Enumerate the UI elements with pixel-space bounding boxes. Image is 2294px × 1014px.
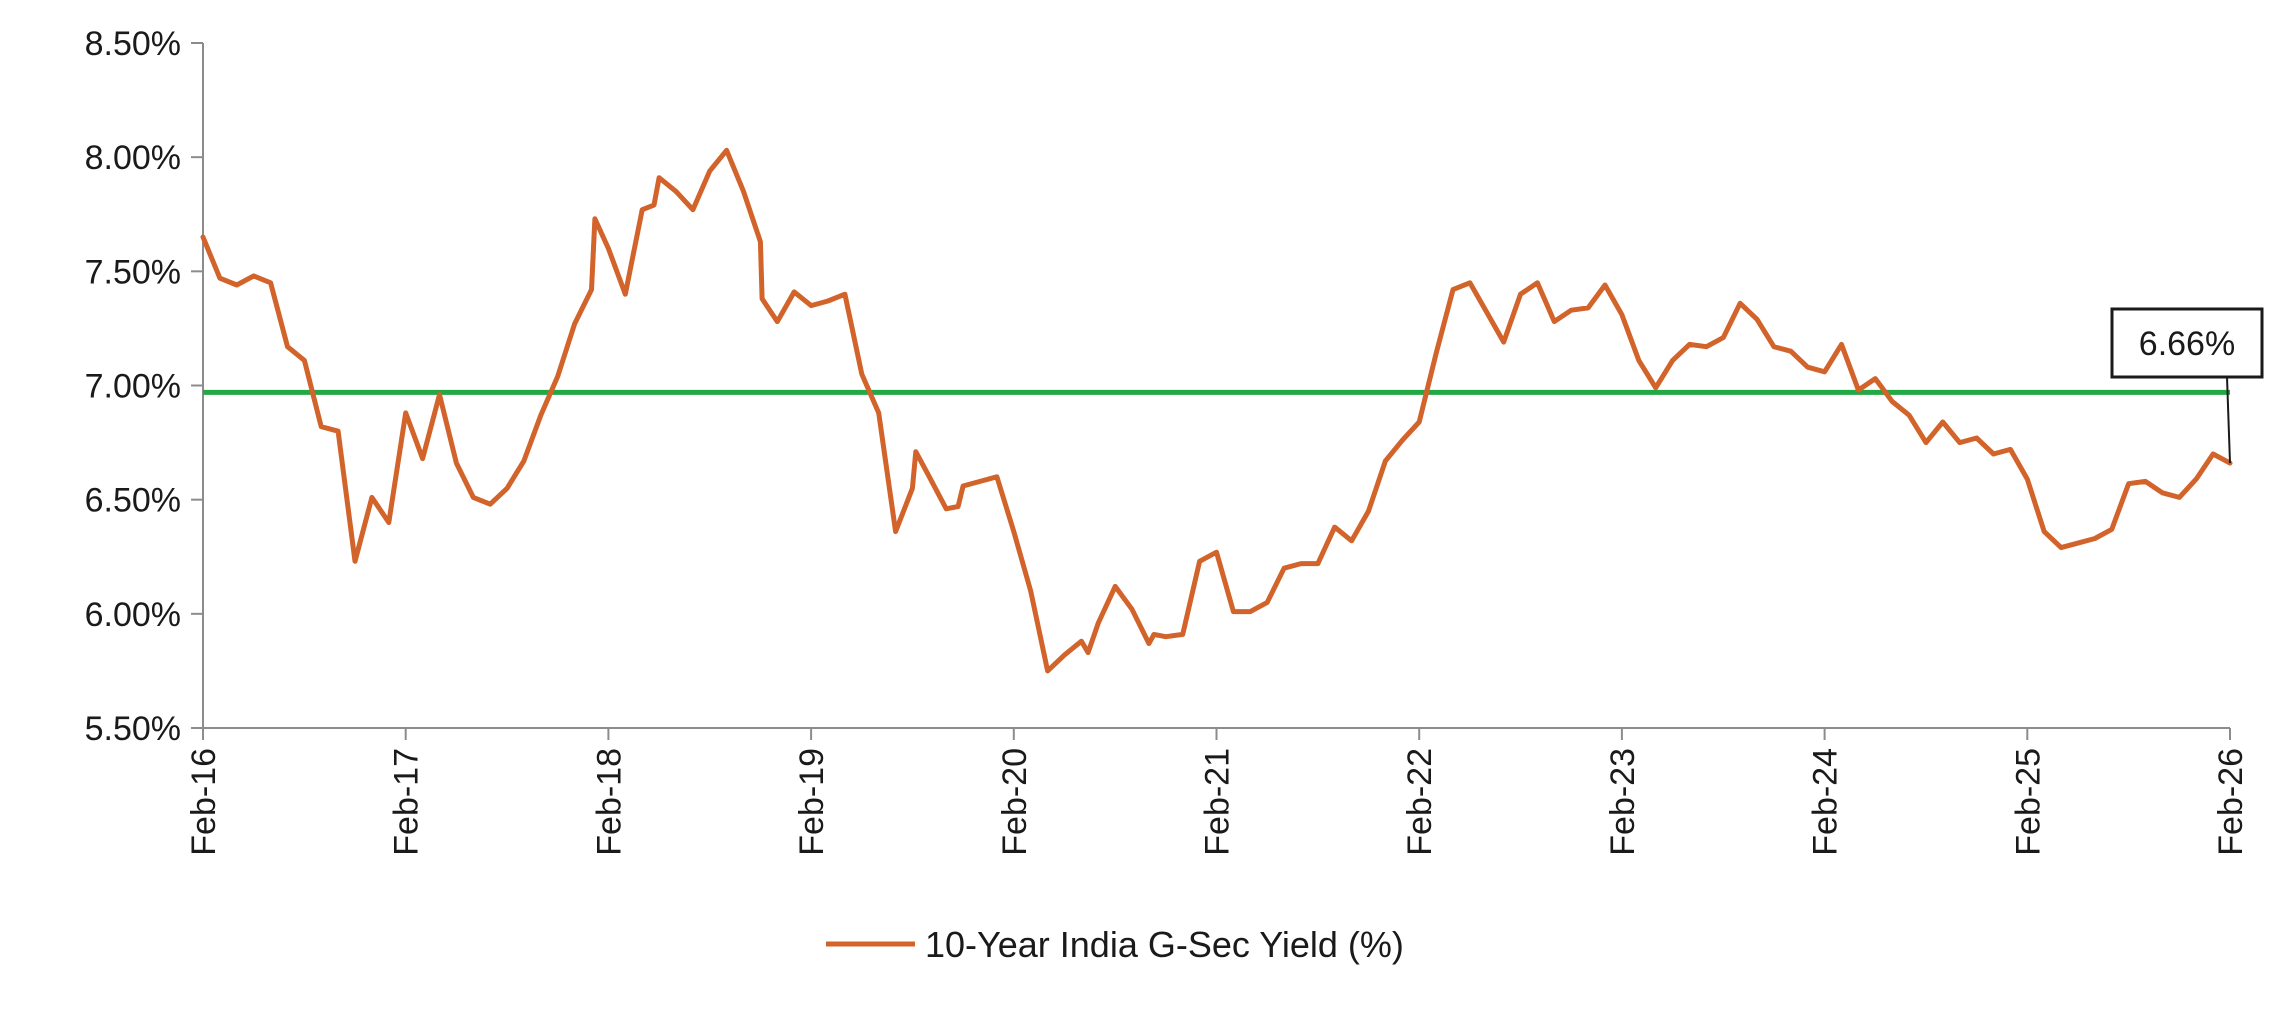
y-tick-label: 7.00% (85, 368, 181, 406)
y-tick-label: 7.50% (85, 253, 181, 291)
annotation-group: 6.66% (2110, 307, 2264, 464)
x-tick-label: Feb-21 (1199, 748, 1237, 856)
x-tick-label: Feb-24 (1807, 748, 1845, 856)
x-tick-label: Feb-20 (996, 748, 1034, 856)
y-tick-label: 8.00% (85, 139, 181, 177)
x-tick-label: Feb-23 (1604, 748, 1642, 856)
y-tick-label: 6.00% (85, 596, 181, 634)
annotation-leader-line (2226, 376, 2231, 464)
legend: 10-Year India G-Sec Yield (%) (826, 924, 1404, 965)
annotation-label: 6.66% (2139, 325, 2235, 363)
legend-label: 10-Year India G-Sec Yield (%) (925, 924, 1404, 965)
x-tick-label: Feb-19 (793, 748, 831, 856)
x-tick-label: Feb-25 (2009, 748, 2047, 856)
x-tick-label: Feb-22 (1401, 748, 1439, 856)
x-tick-label: Feb-17 (388, 748, 426, 856)
series-group (200, 147, 2233, 674)
annotation-box (2110, 307, 2264, 379)
y-tick-label: 8.50% (85, 25, 181, 63)
x-tick-label: Feb-26 (2212, 748, 2250, 856)
axes-group: 5.50% 6.00% 6.50% 7.00% 7.50% 8.00% 8.50% Feb-1… (85, 25, 2250, 856)
series-line-gsec-yield (200, 147, 2233, 674)
y-tick-label: 5.50% (85, 710, 181, 748)
y-tick-label: 6.50% (85, 482, 181, 520)
x-tick-label: Feb-18 (590, 748, 628, 856)
x-tick-label: Feb-16 (185, 748, 223, 856)
